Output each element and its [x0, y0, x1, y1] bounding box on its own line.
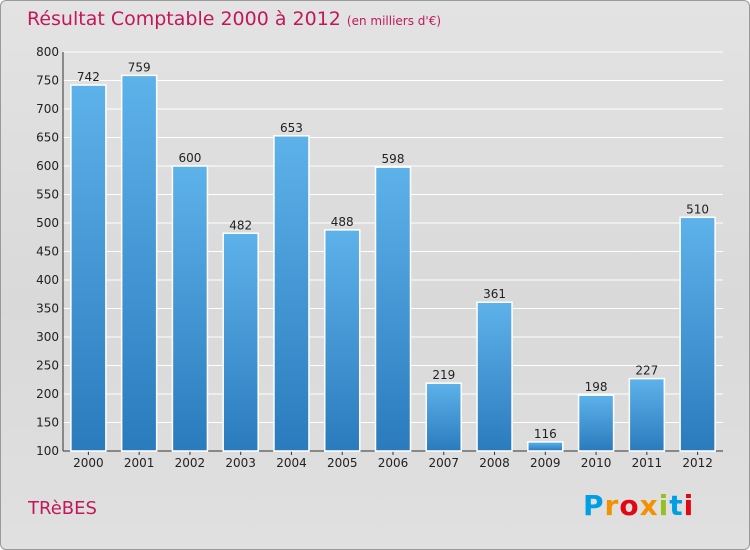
- x-tick-label: 2006: [378, 456, 409, 470]
- proxiti-logo[interactable]: Proxiti: [583, 489, 694, 522]
- x-tick-label: 2012: [682, 456, 713, 470]
- data-label: 227: [635, 364, 658, 378]
- logo-letter: r: [604, 489, 620, 522]
- bar[interactable]: [120, 74, 158, 452]
- y-tick-label: 150: [36, 416, 59, 430]
- bar[interactable]: [628, 377, 666, 452]
- chart-subtitle: (en milliers d'€): [346, 14, 442, 28]
- bar[interactable]: [70, 84, 107, 452]
- x-tick-label: 2010: [581, 456, 612, 470]
- data-label: 598: [382, 152, 405, 166]
- y-tick-label: 450: [36, 245, 59, 259]
- data-label: 116: [534, 427, 557, 441]
- bar[interactable]: [374, 166, 412, 452]
- y-tick-label: 100: [36, 444, 59, 458]
- data-label: 488: [331, 215, 354, 229]
- y-tick-label: 600: [36, 159, 59, 173]
- x-tick-label: 2007: [428, 456, 459, 470]
- x-tick-label: 2002: [175, 456, 206, 470]
- chart-title: Résultat Comptable 2000 à 2012 (en millie…: [27, 8, 441, 30]
- data-label: 482: [229, 218, 252, 232]
- y-tick-label: 750: [36, 74, 59, 88]
- y-tick-label: 500: [36, 216, 59, 230]
- bar[interactable]: [171, 165, 209, 452]
- y-tick-label: 350: [36, 302, 59, 316]
- title-text: Résultat Comptable 2000 à 2012: [27, 8, 341, 30]
- bar[interactable]: [222, 232, 259, 452]
- y-tick-label: 400: [36, 273, 59, 287]
- x-tick-label: 2005: [327, 456, 358, 470]
- data-label: 600: [178, 151, 201, 165]
- logo-letter: P: [583, 489, 605, 522]
- bar[interactable]: [273, 135, 310, 452]
- data-label: 219: [432, 368, 455, 382]
- y-tick-label: 200: [36, 387, 59, 401]
- x-tick-label: 2011: [632, 456, 663, 470]
- bars: [70, 74, 716, 452]
- bar[interactable]: [679, 216, 716, 452]
- y-tick-label: 250: [36, 359, 59, 373]
- data-label: 198: [585, 380, 608, 394]
- y-tick-label: 700: [36, 102, 59, 116]
- bar[interactable]: [323, 229, 361, 452]
- x-tick-label: 2001: [124, 456, 155, 470]
- bar[interactable]: [425, 382, 463, 452]
- logo-letter: o: [619, 489, 640, 522]
- x-tick-label: 2008: [479, 456, 510, 470]
- logo-letter: x: [639, 489, 659, 522]
- bar[interactable]: [476, 301, 513, 452]
- x-tick-label: 2009: [530, 456, 561, 470]
- data-label: 653: [280, 121, 303, 135]
- x-tick-label: 2000: [73, 456, 104, 470]
- data-label: 510: [686, 202, 709, 216]
- logo-letter: t: [669, 489, 684, 522]
- data-label: 742: [77, 70, 100, 84]
- bar[interactable]: [527, 441, 564, 452]
- x-tick-label: 2003: [225, 456, 256, 470]
- y-tick-label: 800: [36, 45, 59, 59]
- y-tick-label: 550: [36, 188, 59, 202]
- logo-letter: i: [658, 489, 670, 522]
- logo-letter: i: [683, 489, 695, 522]
- y-tick-label: 650: [36, 131, 59, 145]
- x-tick-label: 2004: [276, 456, 307, 470]
- data-label: 759: [128, 60, 151, 74]
- y-tick-label: 300: [36, 330, 59, 344]
- labels: 100 150 200 250 300 350 400 450 500 550 600 650 700 7…: [36, 45, 713, 470]
- city-name: TRèBES: [28, 498, 97, 519]
- data-label: 361: [483, 287, 506, 301]
- bar[interactable]: [577, 394, 615, 452]
